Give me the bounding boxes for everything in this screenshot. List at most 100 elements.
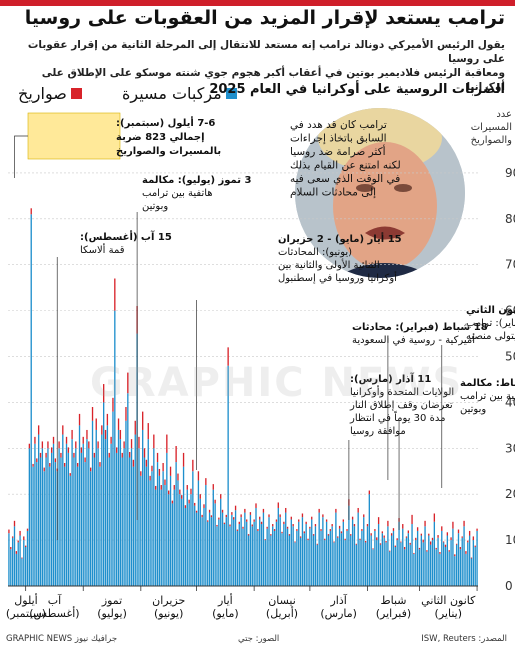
bar-missiles	[114, 278, 116, 311]
bar-drones	[143, 457, 146, 586]
bar-drones	[346, 530, 348, 586]
bar-drones	[223, 524, 226, 586]
bar-drones	[351, 519, 354, 586]
bar-missiles	[108, 452, 110, 458]
bar-drones	[240, 517, 242, 586]
bar-drones	[344, 540, 346, 586]
bar-missiles	[166, 434, 168, 453]
x-tick-label: أيلول	[14, 593, 37, 607]
bar-drones	[262, 512, 265, 586]
bar-drones	[212, 489, 214, 586]
bar-missiles	[45, 452, 47, 458]
bar-missiles	[54, 458, 57, 463]
bar-drones	[214, 503, 216, 586]
bar-missiles	[47, 441, 49, 449]
bar-missiles	[255, 503, 257, 508]
footer-brand: جرافيك نيوز GRAPHIC NEWS	[6, 634, 118, 644]
bar-drones	[342, 521, 344, 586]
bar-missiles	[450, 537, 452, 541]
bar-drones	[283, 524, 285, 586]
bar-missiles	[390, 533, 393, 536]
bar-drones	[15, 553, 18, 586]
bar-missiles	[459, 546, 462, 550]
chart-bars	[8, 208, 478, 587]
bar-missiles	[89, 467, 92, 472]
bar-missiles	[106, 413, 109, 426]
bar-drones	[99, 466, 101, 586]
bar-drones	[305, 524, 307, 586]
bar-drones	[78, 425, 81, 586]
bar-drones	[95, 429, 97, 586]
trump-portrait	[295, 108, 465, 278]
bar-drones	[97, 448, 99, 586]
bar-drones	[181, 498, 183, 586]
bar-missiles	[205, 478, 207, 486]
bar-drones	[194, 505, 196, 586]
y-tick-label-200: 200	[505, 487, 515, 501]
bar-missiles	[331, 524, 333, 527]
bar-drones	[441, 530, 443, 586]
annotation-jan20-line-3: يتولى منصبه	[466, 331, 515, 342]
bar-missiles	[296, 529, 298, 531]
bar-missiles	[73, 452, 75, 458]
x-tick-sublabel: (مارس)	[320, 607, 357, 620]
bar-missiles	[415, 537, 417, 541]
bar-drones	[476, 530, 478, 586]
bar-missiles	[270, 534, 272, 536]
bar-drones	[125, 420, 127, 586]
bar-missiles	[389, 550, 391, 552]
bar-missiles	[153, 434, 155, 449]
x-tick-sublabel: (سبتمبر)	[6, 607, 46, 620]
bar-missiles	[168, 490, 170, 495]
bar-missiles	[374, 529, 376, 531]
bar-missiles	[470, 557, 473, 559]
annotation-sept-line-1: 7-6 أيلول (سبتمبر):	[116, 116, 215, 129]
bar-drones	[359, 540, 361, 586]
bar-drones	[350, 535, 352, 586]
bar-drones	[370, 535, 372, 586]
bar-missiles	[333, 541, 335, 543]
bar-missiles	[246, 519, 248, 522]
bar-missiles	[342, 519, 344, 522]
bar-drones	[452, 528, 454, 586]
annotation-jul3-line-3: وبوتين	[142, 201, 168, 212]
bar-missiles	[65, 436, 68, 444]
bar-drones	[140, 475, 142, 586]
bar-drones	[468, 535, 471, 586]
bar-drones	[39, 457, 42, 586]
bar-missiles	[351, 516, 354, 520]
annotation-mar11-line-3: تعرضان وقف إطلاق النار	[349, 400, 453, 411]
bar-drones	[416, 530, 419, 586]
bar-missiles	[15, 551, 18, 554]
bar-missiles	[327, 534, 330, 536]
bar-missiles	[465, 551, 467, 554]
bar-drones	[318, 512, 320, 586]
bar-drones	[142, 429, 144, 586]
bar-drones	[461, 537, 463, 586]
bar-missiles	[212, 484, 214, 490]
bar-drones	[8, 533, 10, 586]
bar-drones	[71, 439, 73, 586]
bar-drones	[294, 542, 296, 586]
annotation-mar11-line-5: موافقة روسيا	[350, 426, 406, 437]
bar-missiles	[324, 538, 326, 541]
bar-missiles	[303, 531, 305, 534]
bar-missiles	[361, 529, 363, 531]
bar-drones	[112, 411, 114, 586]
bar-drones	[36, 462, 38, 586]
bar-drones	[158, 475, 161, 586]
bar-drones	[437, 537, 439, 586]
bar-missiles	[381, 531, 383, 534]
annotation-feb12-line-2: هاتفية بين ترامب	[460, 391, 515, 402]
bar-missiles	[283, 521, 285, 525]
bar-drones	[444, 546, 447, 586]
annotation-mar11-line-1: 11 آذار (مارس):	[350, 372, 431, 385]
bar-missiles	[259, 516, 261, 520]
bar-missiles	[37, 425, 40, 435]
bar-missiles	[292, 524, 294, 527]
x-tick-label: شباط	[380, 594, 406, 607]
bar-drones	[285, 512, 287, 586]
bar-missiles	[43, 467, 45, 472]
bar-drones	[459, 549, 462, 586]
bar-drones	[86, 439, 88, 586]
